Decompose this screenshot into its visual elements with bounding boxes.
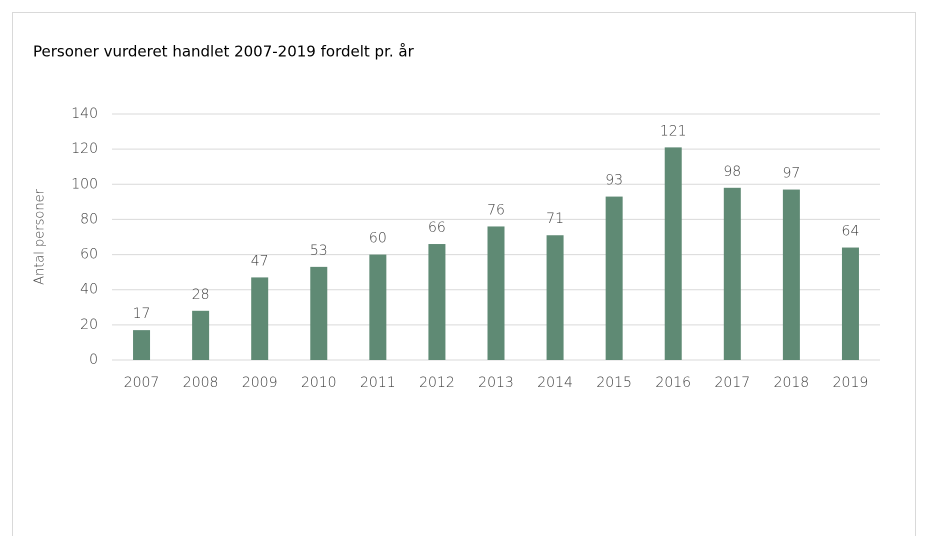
data-label: 60 [369, 231, 387, 247]
data-label: 121 [660, 123, 687, 139]
data-label: 47 [251, 253, 269, 269]
data-label: 28 [192, 287, 210, 303]
chart-frame [12, 12, 916, 540]
x-tick-label: 2013 [478, 375, 514, 391]
bar [133, 330, 151, 360]
bar [428, 244, 446, 360]
x-tick-label: 2019 [833, 375, 869, 391]
y-tick-label: 40 [80, 282, 98, 298]
bar [664, 147, 682, 360]
x-tick-label: 2017 [714, 375, 750, 391]
data-label: 64 [842, 224, 860, 240]
x-tick-label: 2018 [774, 375, 810, 391]
bar [487, 226, 505, 360]
data-label: 17 [133, 306, 151, 322]
x-tick-label: 2007 [124, 375, 160, 391]
chart-title: Personer vurderet handlet 2007-2019 ford… [33, 43, 415, 61]
x-tick-label: 2015 [596, 375, 632, 391]
data-label: 98 [723, 164, 741, 180]
x-tick-label: 2012 [419, 375, 455, 391]
data-label: 93 [605, 173, 623, 189]
bar [546, 235, 564, 360]
bar [605, 196, 623, 360]
y-tick-label: 0 [89, 352, 98, 368]
bar [782, 189, 800, 360]
bar [369, 254, 387, 360]
y-tick-label: 120 [71, 141, 98, 157]
y-tick-label: 80 [80, 211, 98, 227]
bar [192, 310, 210, 360]
bar [723, 187, 741, 360]
bar [310, 266, 328, 360]
y-tick-label: 60 [80, 247, 98, 263]
y-axis-label: Antal personer [33, 188, 48, 284]
data-label: 71 [546, 211, 564, 227]
data-label: 53 [310, 243, 328, 259]
bar [841, 247, 859, 360]
data-label: 97 [782, 166, 800, 182]
y-tick-label: 20 [80, 317, 98, 333]
bar [251, 277, 269, 360]
x-tick-label: 2008 [183, 375, 219, 391]
data-label: 76 [487, 202, 505, 218]
y-tick-label: 140 [71, 106, 98, 122]
y-tick-label: 100 [71, 176, 98, 192]
x-tick-label: 2016 [655, 375, 691, 391]
x-tick-label: 2009 [242, 375, 278, 391]
x-tick-label: 2011 [360, 375, 396, 391]
data-label: 66 [428, 220, 446, 236]
x-tick-label: 2014 [537, 375, 573, 391]
x-tick-label: 2010 [301, 375, 337, 391]
